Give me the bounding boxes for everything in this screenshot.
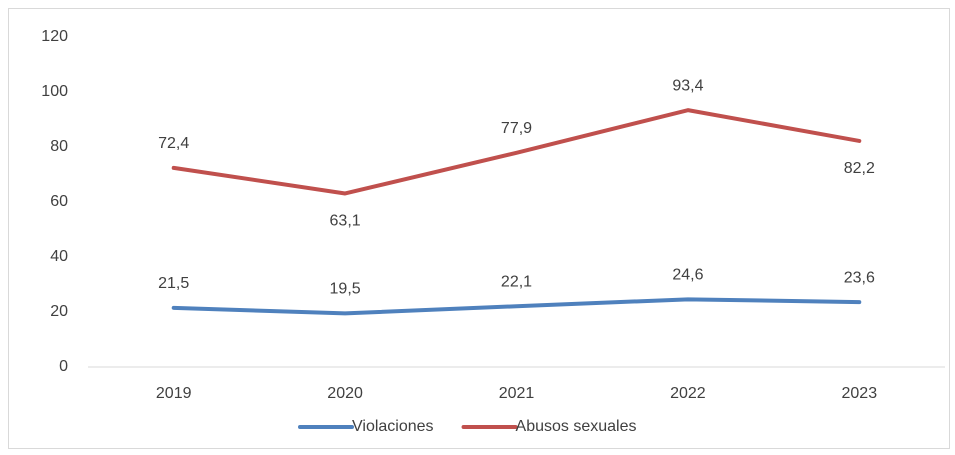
- x-tick-label: 2023: [842, 385, 878, 402]
- y-tick-label: 80: [50, 138, 68, 155]
- x-tick-label: 2022: [670, 385, 706, 402]
- x-tick-label: 2020: [327, 385, 363, 402]
- data-label: 24,6: [672, 267, 703, 284]
- y-tick-label: 120: [41, 28, 68, 45]
- series-line: [171, 108, 862, 196]
- y-tick-label: 60: [50, 193, 68, 210]
- data-label: 19,5: [330, 281, 361, 298]
- x-tick-label: 2021: [499, 385, 535, 402]
- data-label: 72,4: [158, 135, 189, 152]
- data-label: 21,5: [158, 275, 189, 292]
- data-label: 93,4: [672, 77, 703, 94]
- legend-label: Violaciones: [352, 418, 434, 435]
- data-label: 23,6: [844, 269, 875, 286]
- data-label: 82,2: [844, 160, 875, 177]
- data-label: 22,1: [501, 273, 532, 290]
- data-label: 63,1: [330, 213, 361, 230]
- y-tick-label: 0: [59, 358, 68, 375]
- chart-border: [8, 8, 950, 449]
- y-tick-label: 40: [50, 248, 68, 265]
- y-tick-label: 20: [50, 303, 68, 320]
- data-label: 77,9: [501, 120, 532, 137]
- legend-label: Abusos sexuales: [516, 418, 637, 435]
- x-tick-label: 2019: [156, 385, 192, 402]
- y-tick-label: 100: [41, 83, 68, 100]
- series-line: [171, 297, 862, 316]
